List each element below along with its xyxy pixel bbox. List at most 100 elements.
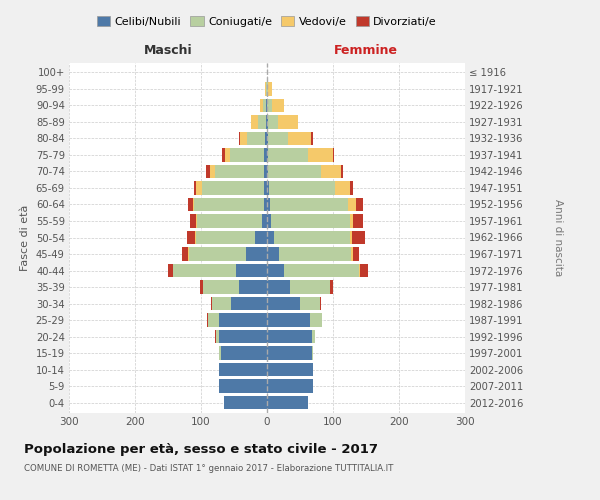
Bar	[255, 230, 267, 244]
Bar	[219, 330, 267, 344]
Bar	[264, 198, 267, 211]
Bar	[348, 198, 356, 211]
Bar	[353, 214, 364, 228]
Bar	[189, 247, 246, 261]
Bar	[335, 181, 349, 194]
Bar	[360, 264, 368, 278]
Bar	[264, 164, 267, 178]
Bar	[168, 264, 173, 278]
Bar	[196, 230, 255, 244]
Bar	[268, 164, 321, 178]
Bar	[300, 297, 320, 310]
Bar	[230, 148, 265, 162]
Bar	[267, 247, 279, 261]
Bar	[312, 330, 315, 344]
Bar	[359, 264, 360, 278]
Bar	[267, 280, 290, 294]
Bar	[182, 247, 188, 261]
Bar	[196, 214, 197, 228]
Bar	[267, 230, 274, 244]
Bar	[190, 214, 196, 228]
Text: Maschi: Maschi	[143, 44, 193, 58]
Bar	[353, 247, 359, 261]
Bar	[211, 297, 212, 310]
Bar	[265, 132, 267, 145]
Bar	[196, 181, 202, 194]
Bar	[267, 346, 312, 360]
Bar	[356, 198, 363, 211]
Bar	[320, 297, 321, 310]
Bar	[265, 181, 267, 194]
Bar	[200, 280, 203, 294]
Bar	[220, 363, 267, 376]
Bar	[236, 264, 267, 278]
Bar	[312, 346, 313, 360]
Bar	[222, 148, 226, 162]
Bar	[220, 314, 267, 327]
Bar	[267, 164, 268, 178]
Bar	[251, 115, 259, 128]
Bar	[239, 132, 240, 145]
Bar	[321, 164, 341, 178]
Bar	[221, 346, 267, 360]
Bar	[267, 330, 312, 344]
Bar	[187, 230, 195, 244]
Bar	[330, 280, 333, 294]
Bar	[268, 132, 288, 145]
Legend: Celibi/Nubili, Coniugati/e, Vedovi/e, Divorziati/e: Celibi/Nubili, Coniugati/e, Vedovi/e, Di…	[92, 12, 442, 32]
Bar	[269, 181, 335, 194]
Bar	[290, 280, 330, 294]
Bar	[268, 82, 272, 96]
Bar	[197, 214, 262, 228]
Bar	[271, 214, 350, 228]
Bar	[207, 314, 208, 327]
Bar	[308, 148, 333, 162]
Bar	[267, 148, 268, 162]
Bar	[239, 280, 267, 294]
Bar	[230, 297, 267, 310]
Bar	[194, 181, 196, 194]
Bar	[265, 82, 266, 96]
Y-axis label: Fasce di età: Fasce di età	[20, 204, 30, 270]
Bar	[274, 230, 349, 244]
Bar	[173, 264, 236, 278]
Bar	[349, 181, 353, 194]
Bar	[267, 363, 313, 376]
Bar	[215, 164, 264, 178]
Bar	[311, 132, 313, 145]
Bar	[352, 230, 365, 244]
Bar	[246, 247, 267, 261]
Bar	[272, 98, 284, 112]
Bar	[349, 230, 352, 244]
Bar	[350, 214, 353, 228]
Bar	[188, 247, 189, 261]
Bar	[267, 264, 284, 278]
Bar	[267, 98, 272, 112]
Bar	[333, 148, 334, 162]
Bar	[206, 164, 209, 178]
Bar	[209, 164, 215, 178]
Bar	[341, 164, 343, 178]
Bar	[278, 115, 298, 128]
Bar	[267, 396, 308, 409]
Bar	[226, 148, 230, 162]
Bar	[267, 297, 300, 310]
Bar	[266, 98, 267, 112]
Bar	[247, 132, 265, 145]
Bar	[310, 314, 322, 327]
Bar	[267, 380, 313, 393]
Bar	[262, 214, 267, 228]
Bar	[195, 230, 196, 244]
Bar	[271, 198, 348, 211]
Bar	[203, 280, 239, 294]
Text: Popolazione per età, sesso e stato civile - 2017: Popolazione per età, sesso e stato civil…	[24, 442, 378, 456]
Bar	[267, 214, 271, 228]
Bar	[224, 396, 267, 409]
Bar	[259, 115, 266, 128]
Bar	[267, 181, 269, 194]
Bar	[202, 181, 265, 194]
Bar	[220, 380, 267, 393]
Bar	[240, 132, 247, 145]
Bar	[194, 198, 264, 211]
Bar	[267, 314, 310, 327]
